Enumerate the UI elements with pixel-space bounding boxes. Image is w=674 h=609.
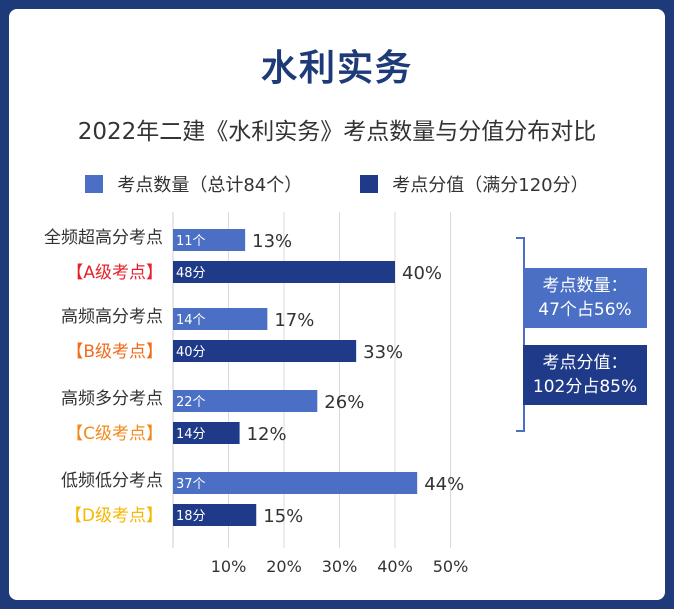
bar-value-label: 40% (402, 263, 442, 284)
x-tick-label: 40% (377, 557, 413, 576)
category-label: 全频超高分考点 (44, 228, 163, 248)
bar-value-label: 44% (424, 474, 464, 495)
bar-value-label: 26% (324, 392, 364, 413)
category-grade-label: 【C级考点】 (66, 424, 163, 444)
bar-inner-label: 14分 (176, 427, 206, 442)
category-grade-label: 【A级考点】 (66, 263, 163, 283)
summary-box-count: 考点数量： 47个占56% (523, 268, 647, 328)
legend-item-count: 考点数量（总计84个） (85, 171, 302, 197)
bar-value-label: 12% (247, 424, 287, 445)
summary-count-line2: 47个占56% (538, 300, 632, 320)
bar-inner-label: 37个 (176, 477, 206, 492)
chart-subtitle: 2022年二建《水利实务》考点数量与分值分布对比 (77, 119, 597, 145)
x-tick-label: 10% (211, 557, 247, 576)
summary-box-score: 考点分值： 102分占85% (523, 345, 647, 405)
bar-inner-label: 48分 (176, 266, 206, 281)
category-grade-label: 【B级考点】 (66, 342, 163, 362)
legend-label-count: 考点数量（总计84个） (117, 175, 303, 196)
legend-swatch-count (85, 175, 104, 193)
x-tick-label: 50% (433, 557, 469, 576)
bar-score (173, 340, 357, 362)
category-label: 低频低分考点 (61, 471, 163, 491)
legend-swatch-score (360, 175, 379, 193)
legend: 考点数量（总计84个） 考点分值（满分120分） (9, 171, 665, 197)
bar-value-label: 13% (252, 231, 292, 252)
summary-score-line2: 102分占85% (532, 377, 638, 397)
summary-count-line1: 考点数量： (542, 276, 628, 296)
summary-bracket (516, 237, 525, 432)
category-label: 高频高分考点 (61, 307, 163, 327)
bar-score (173, 504, 257, 526)
x-tick-label: 20% (266, 557, 302, 576)
bar-score (173, 422, 240, 444)
bar-inner-label: 22个 (176, 395, 206, 410)
bar-inner-label: 14个 (176, 313, 206, 328)
summary-score-line1: 考点分值： (542, 353, 628, 373)
category-label: 高频多分考点 (61, 389, 163, 409)
bar-count (173, 472, 418, 494)
category-grade-label: 【D级考点】 (65, 506, 163, 526)
bar-inner-label: 18分 (176, 509, 206, 524)
bar-value-label: 33% (363, 342, 403, 363)
bar-value-label: 17% (274, 310, 314, 331)
bar-inner-label: 11个 (176, 234, 206, 249)
x-tick-label: 30% (322, 557, 358, 576)
page-title: 水利实务 (260, 48, 413, 89)
bar-inner-label: 40分 (176, 345, 206, 360)
bar-count (173, 308, 268, 330)
legend-item-score: 考点分值（满分120分） (360, 171, 589, 197)
bar-count (173, 229, 246, 251)
bar-count (173, 390, 318, 412)
bar-value-label: 15% (263, 506, 303, 527)
legend-label-score: 考点分值（满分120分） (392, 175, 589, 196)
bar-score (173, 261, 395, 283)
